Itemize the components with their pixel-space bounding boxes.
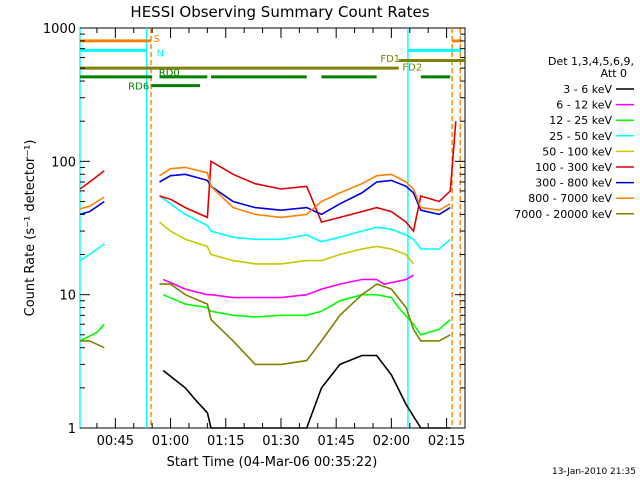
legend-entry-label: 100 - 300 keV (535, 161, 612, 174)
legend-entry-label: 800 - 7000 keV (528, 192, 612, 205)
series-line (159, 195, 451, 250)
legend-entry-label: 12 - 25 keV (549, 114, 612, 127)
series-line (159, 166, 451, 219)
legend-entry-label: 7000 - 20000 keV (514, 208, 612, 221)
series-line (159, 121, 457, 233)
series-line (80, 340, 105, 349)
x-tick-label: 01:00 (152, 434, 189, 449)
series-lines (79, 121, 457, 429)
flag-label: FD2 (402, 63, 422, 74)
legend-entry-label: 50 - 100 keV (542, 145, 612, 158)
y-tick-label: 100 (51, 155, 76, 170)
y-axis-label: Count Rate (s⁻¹ detector⁻¹) (23, 140, 38, 317)
series-line (162, 274, 414, 299)
timestamp: 13-Jan-2010 21:35 (552, 467, 636, 477)
series-line (79, 200, 105, 216)
legend-entry-label: 3 - 6 keV (563, 83, 612, 96)
x-tick-label: 01:15 (207, 434, 244, 449)
x-axis: 00:45 01:00 01:15 01:30 01:45 02:00 02:15 (96, 28, 466, 449)
y-tick-label: 10 (59, 289, 76, 304)
legend-entry-label: 6 - 12 keV (556, 99, 612, 112)
legend-header-line1: Det 1,3,4,5,6,9, (548, 55, 634, 68)
legend-entry-label: 300 - 800 keV (535, 177, 612, 190)
chart-title: HESSI Observing Summary Count Rates (130, 3, 429, 21)
y-tick-label: 1 (68, 422, 76, 437)
series-line (79, 323, 105, 342)
y-tick-label: 1000 (43, 22, 76, 37)
series-line (79, 196, 105, 210)
x-tick-label: 02:00 (373, 434, 410, 449)
flag-label: RD6 (128, 82, 149, 93)
flag-label: N (157, 48, 164, 59)
series-line (79, 170, 105, 190)
flag-label: FD1 (380, 54, 400, 65)
series-line (79, 243, 105, 262)
x-tick-label: 02:15 (428, 434, 465, 449)
x-tick-label: 01:45 (317, 434, 354, 449)
x-axis-label: Start Time (04-Mar-06 00:35:22) (167, 455, 378, 470)
vertical-lines (79, 28, 461, 428)
series-line (162, 354, 451, 429)
legend-header-line2: Att 0 (601, 67, 627, 80)
legend: Det 1,3,4,5,6,9, Att 0 3 - 6 keV 6 - 12 k… (514, 55, 634, 221)
x-tick-label: 01:30 (262, 434, 299, 449)
x-tick-label: 00:45 (97, 434, 134, 449)
series-line (159, 283, 451, 366)
y-axis: 1 10 100 1000 (43, 22, 465, 437)
flag-label: RD0 (159, 68, 180, 79)
flag-label: S (154, 34, 160, 45)
legend-entry-label: 25 - 50 keV (549, 130, 612, 143)
series-line (162, 293, 451, 336)
series-line (159, 173, 451, 216)
series-line (158, 221, 415, 265)
